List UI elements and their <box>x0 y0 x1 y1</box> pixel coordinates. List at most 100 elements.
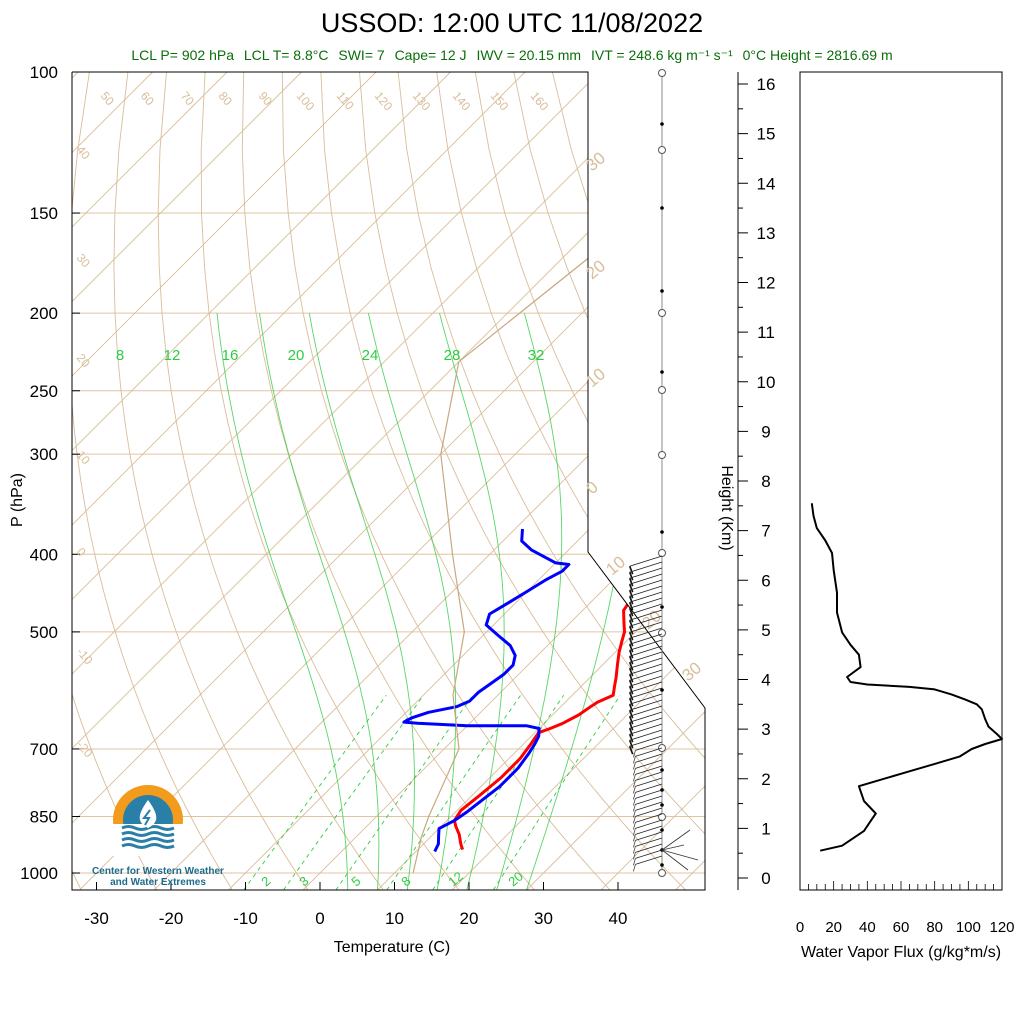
dry-adiabat-line <box>200 72 460 890</box>
wind-barb <box>635 801 663 811</box>
dry-adiabat-line <box>72 72 233 890</box>
dry-adiabat-line <box>551 72 705 890</box>
logo-bolt-icon <box>142 809 151 826</box>
moist-adiabat-line <box>367 312 457 890</box>
wind-barb <box>635 795 663 805</box>
isotherm-line <box>79 72 705 890</box>
flux-tick-label: 100 <box>956 919 981 936</box>
height-tick-label: 14 <box>757 174 776 193</box>
zero-height-value: 0°C Height = 2816.69 m <box>742 47 893 63</box>
dry-adiabat-label: 30 <box>74 251 94 270</box>
dry-adiabat-line <box>320 72 686 890</box>
mixing-ratio-line <box>492 695 621 890</box>
pressure-axis-label: P (hPa) <box>9 473 26 527</box>
wind-barb-feather <box>633 858 636 866</box>
wind-barb <box>629 645 663 657</box>
flux-tick-label: 0 <box>796 919 804 936</box>
wind-barb-flag <box>628 613 634 623</box>
mixing-ratio-line <box>283 695 424 890</box>
logo-text: Center for Western Weather and Water Ext… <box>68 866 248 888</box>
wind-barb <box>629 675 663 687</box>
wind-level-dot <box>660 863 664 867</box>
dry-adiabat-line <box>241 72 535 890</box>
dry-adiabat-label: 120 <box>372 89 396 114</box>
flux-axis-label: Water Vapor Flux (g/kg*m/s) <box>801 944 1001 961</box>
temperature-tick-label: 0 <box>315 909 324 928</box>
pressure-tick-label: 300 <box>30 445 58 464</box>
wind-calm-marker <box>658 813 666 821</box>
flux-tick-label: 40 <box>859 919 876 936</box>
skewt-frame <box>71 71 706 891</box>
wind-calm-marker <box>658 869 666 877</box>
wind-barb-flag <box>628 697 634 707</box>
page-title: USSOD: 12:00 UTC 11/08/2022 <box>320 8 704 38</box>
wind-barb-flag <box>628 721 634 731</box>
dry-adiabat-line <box>900 72 1024 890</box>
mixing-ratio-label: 5 <box>348 873 363 889</box>
dry-adiabat-label: 140 <box>450 89 474 114</box>
wind-barb <box>629 711 663 723</box>
wind-barb-feather <box>633 786 636 794</box>
isotherm-line <box>72 72 526 890</box>
isotherm-line <box>153 72 705 890</box>
isotherm-line <box>377 72 705 890</box>
wind-level-dot <box>660 688 664 692</box>
wind-barb-flag <box>628 619 634 629</box>
wind-calm-marker <box>658 549 666 557</box>
isotherm-line <box>451 72 705 890</box>
wind-barb-feather <box>633 768 636 776</box>
skewt-border <box>71 71 706 891</box>
ivt-value: IVT = 248.6 kg m⁻¹ s⁻¹ <box>591 47 733 63</box>
pressure-tick-label: 1000 <box>20 864 58 883</box>
wind-calm-marker <box>658 69 666 77</box>
isotherm-line <box>526 72 705 890</box>
wind-barb-feather <box>633 798 636 806</box>
wind-barb-feather <box>633 822 636 830</box>
temperature-tick-label: -10 <box>233 909 258 928</box>
dry-adiabat-line <box>784 72 1024 890</box>
dry-adiabat-label: 110 <box>334 89 357 113</box>
pressure-tick-label: 250 <box>30 382 58 401</box>
wind-barb <box>635 777 663 787</box>
wind-barb <box>635 819 663 829</box>
isotherm-line <box>72 72 675 890</box>
iwv-value: IWV = 20.15 mm <box>476 47 582 63</box>
wind-barb-feather <box>633 756 636 764</box>
wind-barb <box>635 825 663 835</box>
isotherm-line <box>72 72 377 890</box>
mixing-ratio-line <box>335 695 474 890</box>
height-tick-label: 1 <box>761 819 770 838</box>
isotherm-label: 30 <box>678 658 705 685</box>
wind-level-dot <box>660 768 664 772</box>
wind-barb-feather <box>633 810 636 818</box>
wind-barb <box>629 615 663 627</box>
wind-barb <box>661 849 699 861</box>
dewpoint-profile <box>402 528 571 853</box>
wind-barb-feather <box>633 750 636 758</box>
wind-barb <box>635 747 663 757</box>
logo-line-2: and Water Extremes <box>110 877 206 888</box>
dry-adiabat-label: 20 <box>74 351 94 370</box>
wind-barb-feather <box>633 780 636 788</box>
stats-line: LCL P= 902 hPa LCL T= 8.8°C SWI= 7 Cape=… <box>0 47 1024 64</box>
wind-barb-flag <box>628 667 634 677</box>
moist-adiabat-label: 24 <box>362 347 379 364</box>
moist-adiabat-label: 20 <box>288 347 305 364</box>
wind-barb-flag <box>628 607 634 617</box>
wind-barb <box>629 639 663 651</box>
wind-barb-flag <box>628 715 634 725</box>
dry-adiabat-label: 0 <box>74 545 89 559</box>
wind-barb <box>635 813 663 823</box>
mixing-ratio-label: 12 <box>445 869 466 890</box>
height-tick-label: 9 <box>761 422 770 441</box>
height-tick-label: 3 <box>761 720 770 739</box>
wind-calm-marker <box>658 309 666 317</box>
wind-barb-flag <box>628 637 634 647</box>
wind-barb <box>629 681 663 693</box>
wind-barb <box>635 807 663 817</box>
dry-adiabat-label: 60 <box>138 89 158 108</box>
dry-adiabat-line <box>745 72 1024 890</box>
wind-barb <box>635 831 663 841</box>
dry-adiabat-label: 150 <box>488 89 512 114</box>
wind-calm-marker <box>658 146 666 154</box>
